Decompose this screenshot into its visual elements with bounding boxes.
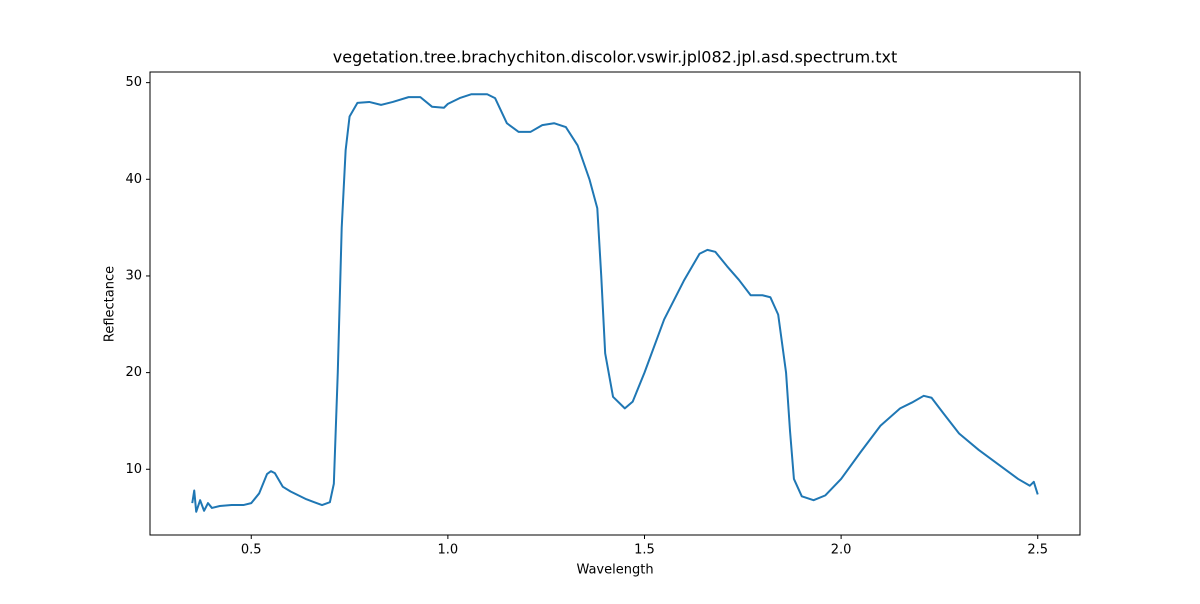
plot-frame — [149, 71, 1081, 536]
y-tick-label: 40 — [125, 172, 142, 187]
y-tick-label: 20 — [125, 365, 142, 380]
x-tick-label: 2.5 — [1027, 543, 1048, 558]
x-tick-label: 2.0 — [831, 543, 852, 558]
x-axis-label: Wavelength — [576, 563, 653, 578]
y-axis-label: Reflectance — [103, 266, 118, 342]
y-tick-label: 50 — [125, 75, 142, 90]
data-line — [191, 93, 1039, 513]
x-tick-label: 1.5 — [634, 543, 655, 558]
y-tick-label: 10 — [125, 462, 142, 477]
x-tick-label: 1.0 — [438, 543, 459, 558]
x-tick-label: 0.5 — [241, 543, 262, 558]
y-tick-label: 30 — [125, 268, 142, 283]
chart-title: vegetation.tree.brachychiton.discolor.vs… — [333, 48, 898, 67]
